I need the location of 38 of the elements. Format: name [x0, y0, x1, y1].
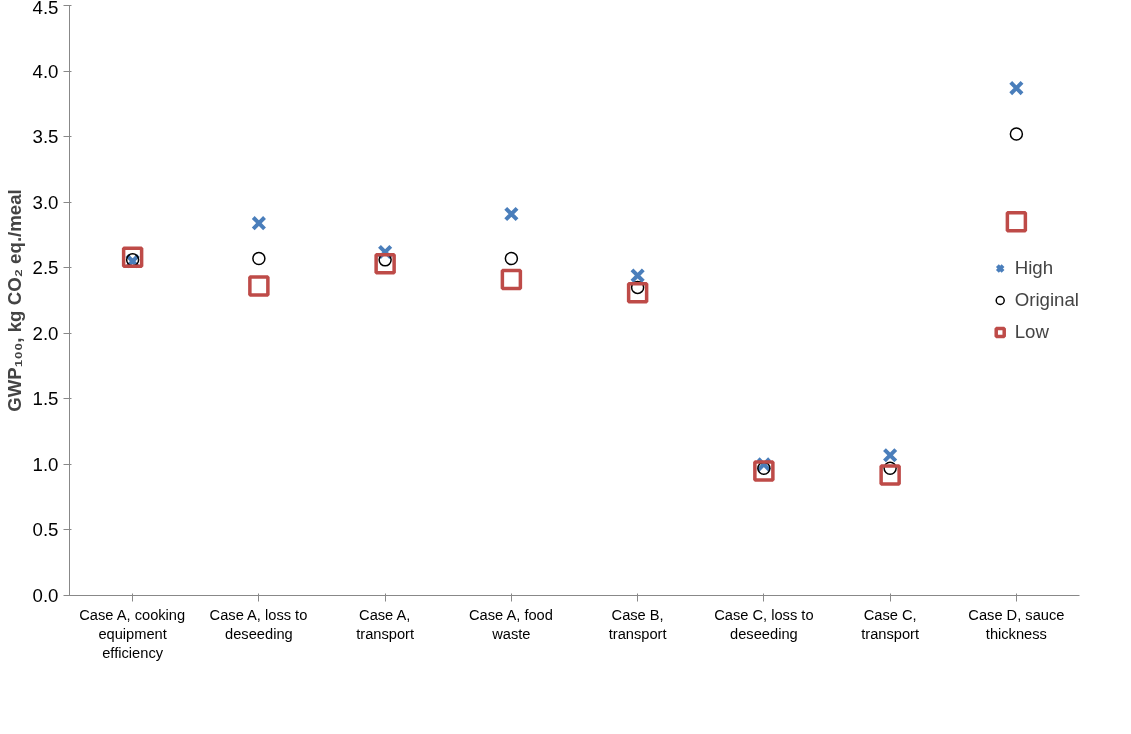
point — [629, 267, 646, 284]
point — [1008, 80, 1025, 96]
y-tick-label: 2.5 — [32, 257, 59, 279]
y-tick-label: 4.0 — [32, 60, 59, 82]
x-tick-label: Case C, loss to deseeding — [714, 606, 814, 642]
y-axis-title: GWP₁₀₀, kg CO₂ eq./meal — [3, 189, 25, 412]
point — [251, 215, 267, 231]
x-tick-label: Case A, loss to deseeding — [209, 606, 308, 642]
y-tick-label: 2.0 — [32, 322, 59, 344]
y-tick-label: 3.5 — [32, 126, 59, 148]
x-tick-label: Case C, transport — [861, 606, 920, 642]
y-tick-label: 1.5 — [32, 388, 59, 410]
x-tick-label: Case A, transport — [356, 606, 415, 642]
point — [252, 251, 266, 266]
point — [879, 464, 901, 486]
point — [626, 281, 649, 304]
legend-label: Low — [1014, 321, 1049, 343]
x-tick-label: Case A, cooking equipment efficiency — [79, 606, 186, 661]
point — [248, 275, 270, 297]
y-tick-label: 4.5 — [32, 0, 59, 18]
point — [374, 253, 396, 275]
point — [504, 251, 519, 266]
legend-label: Original — [1014, 289, 1079, 311]
point — [121, 246, 144, 268]
point — [500, 268, 523, 291]
y-tick-label: 3.0 — [32, 191, 59, 213]
legend-label: High — [1014, 257, 1054, 279]
point — [1005, 211, 1028, 233]
point — [503, 206, 520, 222]
x-tick-label: Case B, transport — [608, 606, 667, 642]
y-tick-label: 1.0 — [32, 453, 59, 475]
point — [753, 460, 775, 482]
point — [882, 447, 898, 463]
point — [1009, 127, 1024, 141]
y-tick-label: 0.0 — [32, 585, 59, 606]
x-tick-label: Case A, food waste — [469, 606, 553, 642]
y-tick-label: 0.5 — [32, 519, 59, 541]
x-tick-label: Case D, sauce thickness — [968, 606, 1065, 642]
